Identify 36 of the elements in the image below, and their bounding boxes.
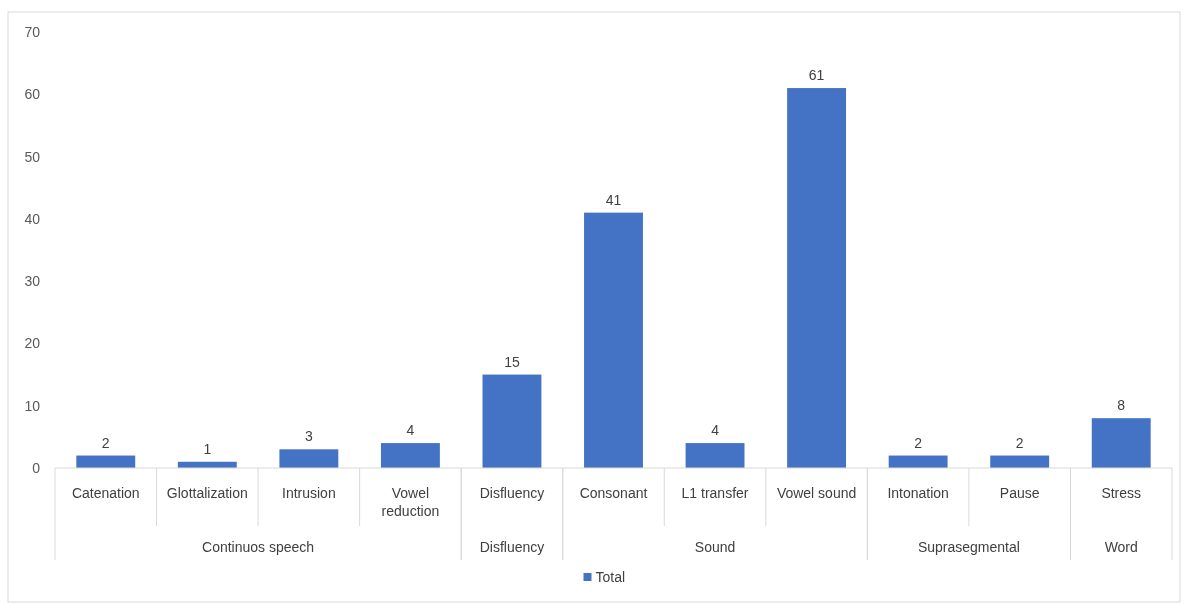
- data-label: 1: [203, 440, 212, 457]
- x-axis-title: Sound: [694, 539, 736, 555]
- data-label: 4: [406, 422, 415, 439]
- data-label: 61: [808, 67, 825, 84]
- data-label: 8: [1117, 397, 1126, 414]
- y-tick-label: 30: [24, 273, 41, 290]
- y-tick-label: 50: [24, 148, 41, 165]
- y-tick-label: 20: [24, 335, 41, 352]
- y-tick-label: 40: [24, 210, 41, 227]
- x-tick-label: L1 transfer: [681, 485, 749, 501]
- x-tick-label: Intonation: [887, 485, 949, 501]
- x-axis-title: Disfluency: [479, 539, 545, 555]
- y-tick-label: 0: [32, 459, 41, 476]
- x-tick-label: Intrusion: [282, 485, 336, 501]
- x-axis-title: Word: [1104, 539, 1138, 555]
- x-tick-label: Vowel sound: [776, 485, 857, 501]
- data-label: 2: [1015, 434, 1024, 451]
- x-tick-label: Glottalization: [166, 485, 248, 501]
- data-label: 2: [914, 434, 923, 451]
- x-tick-label: Catenation: [71, 485, 140, 501]
- data-label: 15: [504, 353, 520, 370]
- x-tick-label: Stress: [1101, 485, 1142, 501]
- x-tick-label: Pause: [999, 485, 1040, 501]
- x-axis-title: Suprasegmental: [917, 539, 1020, 555]
- data-label: 2: [101, 434, 110, 451]
- y-tick-label: 10: [24, 397, 41, 414]
- data-label: 4: [711, 422, 720, 439]
- y-tick-label: 70: [24, 23, 41, 40]
- data-label: 41: [605, 191, 622, 208]
- x-tick-label: Vowel reduction: [381, 485, 440, 519]
- legend-label: Total: [595, 569, 626, 585]
- y-tick-label: 60: [24, 86, 41, 103]
- x-tick-label: Disfluency: [479, 485, 545, 501]
- x-tick-label: Consonant: [579, 485, 648, 501]
- data-label: 3: [304, 428, 313, 445]
- x-axis-title: Continuos speech: [202, 539, 315, 555]
